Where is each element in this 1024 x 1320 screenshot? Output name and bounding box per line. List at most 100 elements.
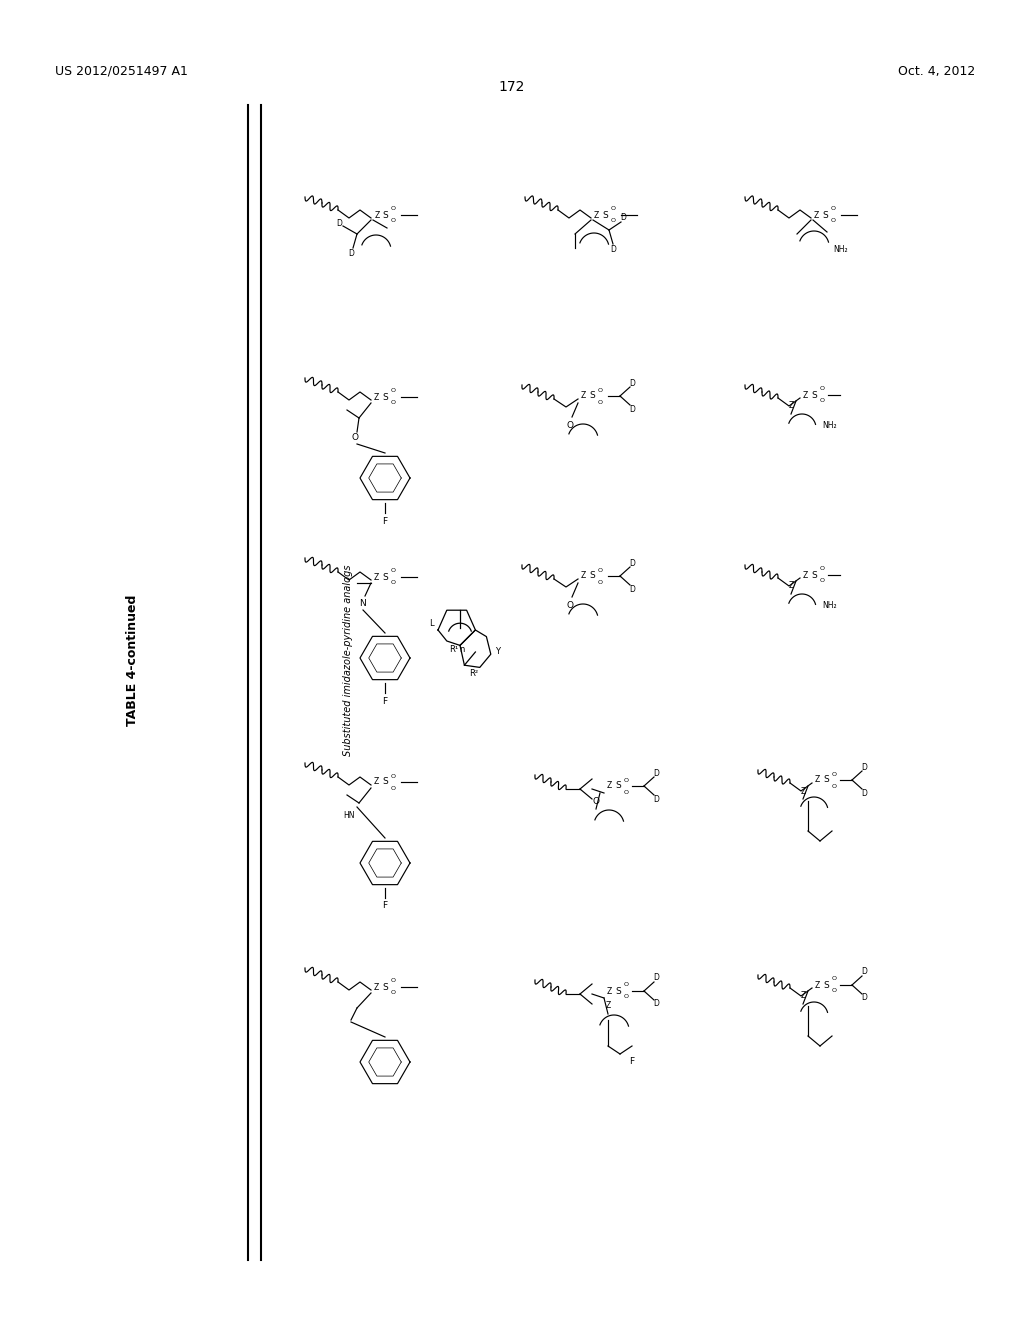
Text: D: D — [629, 585, 635, 594]
Text: US 2012/0251497 A1: US 2012/0251497 A1 — [55, 65, 187, 78]
Text: Z: Z — [803, 391, 808, 400]
Text: O: O — [610, 219, 615, 223]
Text: D: D — [861, 968, 867, 977]
Text: D: D — [610, 246, 616, 255]
Text: S: S — [589, 572, 595, 581]
Text: O: O — [390, 581, 395, 586]
Text: O: O — [830, 219, 836, 223]
Text: O: O — [831, 977, 837, 982]
Text: O: O — [830, 206, 836, 211]
Text: O: O — [831, 771, 837, 776]
Text: S: S — [823, 776, 828, 784]
Text: F: F — [630, 1057, 635, 1067]
Text: D: D — [861, 788, 867, 797]
Text: D: D — [629, 558, 635, 568]
Text: Z: Z — [605, 1002, 610, 1011]
Text: D: D — [629, 379, 635, 388]
Text: O: O — [390, 990, 395, 995]
Text: O: O — [351, 433, 358, 442]
Text: O: O — [624, 777, 629, 783]
Text: Z: Z — [801, 787, 806, 796]
Text: S: S — [811, 570, 817, 579]
Text: Y: Y — [495, 648, 500, 656]
Text: Z: Z — [803, 570, 808, 579]
Text: R²: R² — [469, 669, 478, 678]
Text: NH₂: NH₂ — [833, 246, 848, 255]
Text: O: O — [819, 578, 824, 583]
Text: Z: Z — [801, 991, 806, 1001]
Text: O: O — [390, 978, 395, 983]
Text: O: O — [624, 994, 629, 999]
Text: Z: Z — [813, 210, 818, 219]
Text: Z: Z — [814, 776, 819, 784]
Text: O: O — [390, 774, 395, 779]
Text: L: L — [429, 619, 434, 628]
Text: Z: Z — [606, 781, 611, 791]
Text: O: O — [390, 400, 395, 405]
Text: O: O — [597, 388, 602, 392]
Text: O: O — [597, 568, 602, 573]
Text: D: D — [653, 768, 658, 777]
Text: O: O — [624, 789, 629, 795]
Text: D: D — [653, 795, 658, 804]
Text: Z: Z — [581, 572, 586, 581]
Text: S: S — [822, 210, 827, 219]
Text: S: S — [615, 986, 621, 995]
Text: 172: 172 — [499, 81, 525, 94]
Text: Z: Z — [788, 582, 794, 590]
Text: D: D — [621, 214, 626, 223]
Text: n: n — [460, 644, 465, 653]
Text: O: O — [624, 982, 629, 987]
Text: O: O — [566, 421, 573, 429]
Text: D: D — [653, 999, 658, 1008]
Text: Z: Z — [374, 777, 379, 787]
Text: Z: Z — [581, 392, 586, 400]
Text: O: O — [390, 219, 395, 223]
Text: O: O — [597, 400, 602, 404]
Text: S: S — [382, 392, 388, 401]
Text: Z: Z — [814, 981, 819, 990]
Text: O: O — [610, 206, 615, 211]
Text: TABLE 4-continued: TABLE 4-continued — [127, 594, 139, 726]
Text: D: D — [653, 974, 658, 982]
Text: F: F — [382, 516, 387, 525]
Text: O: O — [566, 601, 573, 610]
Text: D: D — [861, 994, 867, 1002]
Text: S: S — [382, 573, 388, 582]
Text: Z: Z — [788, 401, 794, 411]
Text: S: S — [382, 210, 388, 219]
Text: S: S — [811, 391, 817, 400]
Text: O: O — [831, 784, 837, 788]
Text: Z: Z — [375, 210, 380, 219]
Text: O: O — [390, 388, 395, 393]
Text: O: O — [593, 796, 599, 805]
Text: Z: Z — [374, 982, 379, 991]
Text: S: S — [589, 392, 595, 400]
Text: S: S — [823, 981, 828, 990]
Text: S: S — [382, 982, 388, 991]
Text: D: D — [629, 404, 635, 413]
Text: D: D — [348, 249, 354, 259]
Text: F: F — [382, 697, 387, 705]
Text: D: D — [861, 763, 867, 771]
Text: N: N — [359, 599, 367, 609]
Text: S: S — [602, 210, 608, 219]
Text: Substituted imidazole-pyridine analogs: Substituted imidazole-pyridine analogs — [343, 564, 353, 756]
Text: O: O — [819, 399, 824, 404]
Text: O: O — [390, 569, 395, 573]
Text: Z: Z — [374, 573, 379, 582]
Text: S: S — [615, 781, 621, 791]
Text: O: O — [390, 206, 395, 211]
Text: Z: Z — [606, 986, 611, 995]
Text: S: S — [382, 777, 388, 787]
Text: R¹: R¹ — [449, 645, 458, 655]
Text: NH₂: NH₂ — [822, 421, 837, 430]
Text: Oct. 4, 2012: Oct. 4, 2012 — [898, 65, 975, 78]
Text: O: O — [390, 785, 395, 791]
Text: NH₂: NH₂ — [822, 602, 837, 610]
Text: Z: Z — [593, 210, 599, 219]
Text: O: O — [831, 989, 837, 994]
Text: O: O — [597, 579, 602, 585]
Text: O: O — [819, 387, 824, 392]
Text: HN: HN — [343, 810, 354, 820]
